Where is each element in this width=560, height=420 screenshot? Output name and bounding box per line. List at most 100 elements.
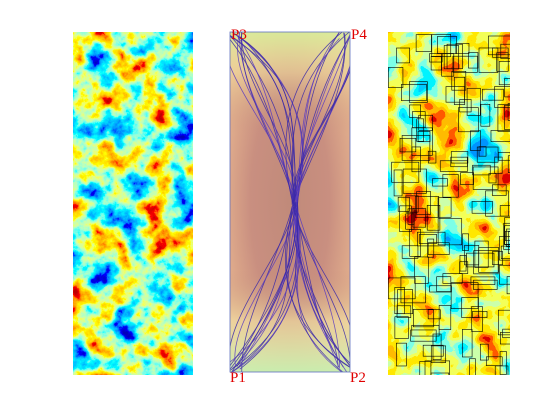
cell-outline	[397, 196, 410, 212]
cell-outline	[438, 304, 452, 330]
cell-outline	[462, 233, 469, 251]
cell-outline	[409, 81, 428, 103]
cell-outline	[442, 174, 459, 198]
cell-outline	[394, 287, 405, 314]
streamline	[293, 69, 350, 207]
cell-outline	[469, 358, 476, 375]
cell-outline	[497, 104, 510, 132]
cell-outline	[402, 168, 427, 194]
cell-outline	[409, 229, 421, 257]
cell-outline	[462, 329, 473, 358]
cell-outline	[450, 151, 469, 164]
cell-outline	[416, 191, 431, 215]
cell-outline	[412, 208, 426, 228]
cell-outline	[504, 217, 510, 245]
cell-outline	[401, 84, 427, 101]
cell-outline	[395, 342, 407, 367]
cell-outline	[452, 55, 478, 73]
cell-outline	[424, 360, 450, 375]
cell-outline	[426, 205, 441, 231]
streamline	[292, 69, 350, 204]
cell-outline	[468, 52, 479, 69]
cell-outline	[407, 208, 415, 225]
cell-outline	[470, 276, 496, 285]
streamline	[295, 38, 340, 206]
cell-outline	[411, 146, 421, 173]
streamline	[295, 207, 348, 372]
cell-outline	[490, 130, 510, 142]
cell-outline	[446, 43, 463, 70]
streamline	[292, 206, 340, 368]
cell-outline	[494, 156, 503, 174]
partition-field	[388, 32, 510, 375]
streamline	[295, 65, 350, 208]
cell-outline	[505, 230, 510, 241]
cell-outline	[391, 161, 420, 183]
cell-outline	[504, 78, 510, 98]
streamline	[291, 32, 350, 205]
partition-lines	[388, 34, 510, 375]
cell-outline	[506, 276, 510, 295]
corner-label: P3	[231, 27, 247, 43]
cell-outline	[471, 201, 493, 214]
cell-outline	[396, 47, 410, 64]
cell-outline	[498, 152, 510, 161]
cell-outline	[461, 297, 479, 318]
cell-outline	[411, 324, 440, 337]
cell-outline	[394, 316, 409, 339]
cell-outline	[396, 305, 412, 318]
cell-outline	[504, 104, 510, 130]
cell-outline	[411, 127, 433, 156]
cell-outline	[401, 135, 431, 161]
cell-outline	[401, 245, 419, 259]
streamline	[296, 206, 350, 367]
cell-outline	[498, 309, 510, 336]
cell-outline	[414, 196, 440, 218]
cell-outline	[478, 146, 487, 157]
cell-outline	[397, 289, 413, 315]
cell-outline	[499, 264, 510, 285]
streamline	[292, 202, 339, 368]
cell-outline	[409, 104, 421, 118]
cell-outline	[427, 242, 450, 255]
cell-outline	[500, 332, 510, 345]
cell-outline	[502, 328, 510, 339]
cell-outline	[492, 184, 507, 196]
cell-outline	[450, 282, 479, 309]
cell-outline	[499, 236, 510, 261]
cell-outline	[388, 67, 404, 88]
cell-outline	[405, 195, 419, 213]
streamline	[284, 202, 350, 368]
cell-outline	[476, 146, 499, 163]
cell-outline	[479, 343, 489, 361]
cell-outline	[506, 228, 510, 248]
cell-outline	[488, 173, 497, 184]
cell-outline	[494, 86, 510, 108]
cell-outline	[417, 131, 431, 142]
cell-outline	[500, 245, 510, 259]
cell-outline	[418, 114, 433, 131]
streamline	[241, 206, 293, 372]
cell-outline	[432, 333, 442, 360]
cell-outline	[492, 251, 503, 265]
cell-outline	[429, 53, 443, 63]
cell-outline	[441, 53, 455, 77]
cell-outline	[432, 178, 448, 187]
cell-outline	[415, 34, 432, 52]
cell-outline	[499, 205, 510, 217]
cell-outline	[473, 250, 499, 275]
cell-outline	[507, 103, 510, 121]
cell-outline	[418, 234, 437, 244]
cell-outline	[414, 256, 429, 284]
panel-frame	[229, 31, 351, 373]
cell-outline	[466, 87, 481, 116]
streamline	[230, 64, 294, 207]
streamline	[296, 32, 340, 207]
cell-outline	[442, 273, 463, 284]
streamline	[238, 32, 298, 204]
streamline	[231, 207, 293, 372]
cell-outline	[451, 71, 467, 91]
corner-label: P2	[350, 370, 366, 386]
corner-label: P4	[351, 27, 367, 43]
